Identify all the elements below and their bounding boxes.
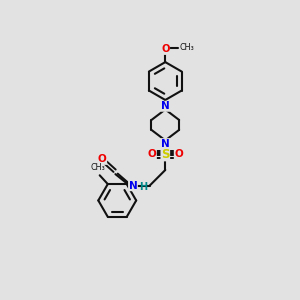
Text: N: N <box>161 139 170 148</box>
Text: O: O <box>161 44 170 54</box>
Text: S: S <box>161 148 170 161</box>
Text: O: O <box>174 149 183 159</box>
Text: CH₃: CH₃ <box>180 43 195 52</box>
Text: O: O <box>98 154 106 164</box>
Text: CH₃: CH₃ <box>91 163 106 172</box>
Text: H: H <box>139 182 147 192</box>
Text: N: N <box>161 101 170 111</box>
Text: N: N <box>129 181 137 191</box>
Text: O: O <box>148 149 156 159</box>
